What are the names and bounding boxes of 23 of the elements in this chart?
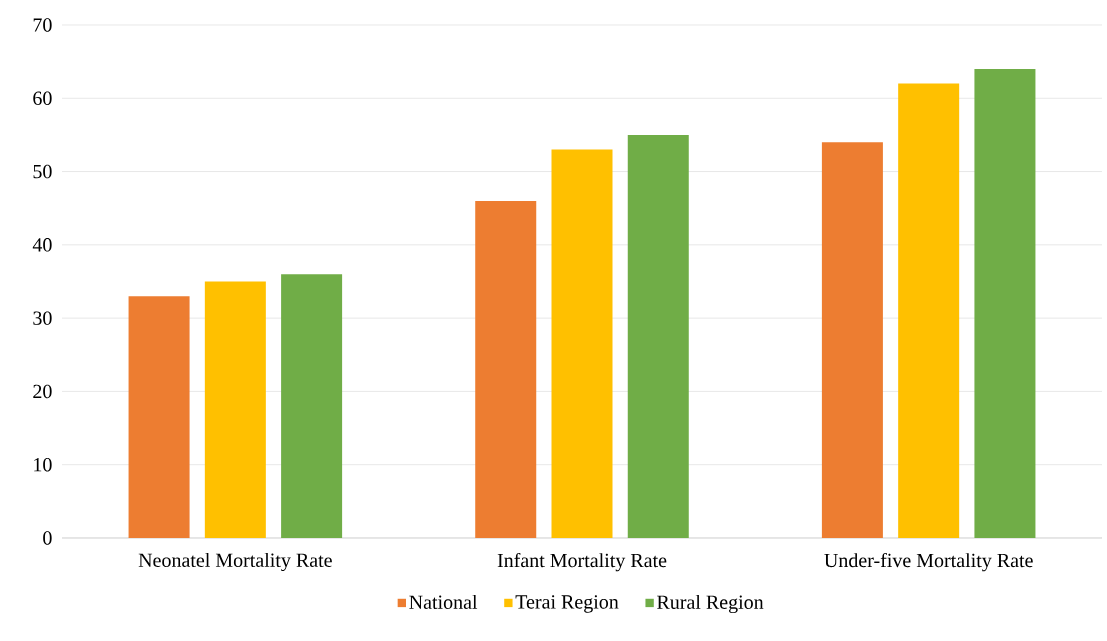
bar	[281, 274, 343, 538]
y-tick-label: 60	[33, 91, 52, 106]
bar	[551, 149, 613, 538]
y-tick-label: 20	[33, 384, 52, 399]
x-tick-label: Infant Mortality Rate	[497, 552, 667, 572]
x-tick-label: Under-five Mortality Rate	[824, 552, 1033, 572]
y-tick-label: 30	[33, 311, 52, 325]
bar	[898, 83, 960, 538]
legend-label: National	[409, 594, 478, 609]
legend-label: Rural Region	[657, 594, 764, 614]
bar	[821, 142, 883, 538]
x-tick-label: Neonatel Mortality Rate	[138, 552, 332, 572]
y-tick-label: 40	[32, 238, 52, 252]
bar	[974, 68, 1036, 538]
bar	[627, 134, 689, 538]
bar	[475, 200, 537, 538]
legend-label: Terai Region	[515, 595, 619, 613]
bar	[204, 281, 266, 538]
y-tick-label: 50	[33, 164, 52, 179]
y-tick-label: 0	[43, 531, 52, 545]
y-tick-label: 10	[34, 457, 52, 472]
y-tick-label: 70	[33, 18, 52, 32]
bar	[128, 296, 190, 538]
